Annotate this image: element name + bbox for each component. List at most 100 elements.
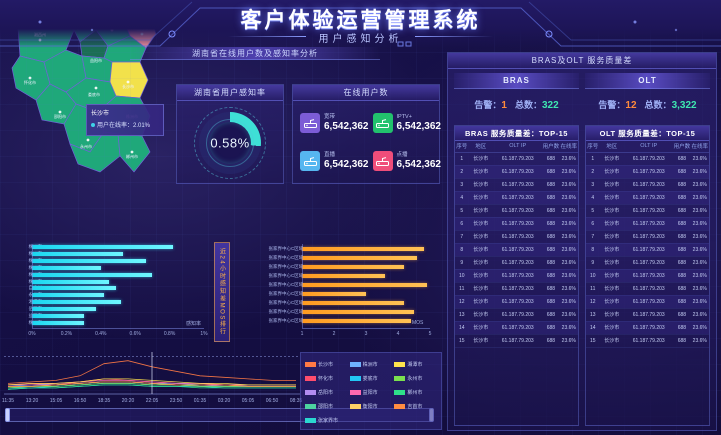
table-row[interactable]: 12 长沙市 61.187.79.203 688 23.6% [586,295,709,309]
time-axis-label: 16:50 [73,398,87,404]
perception-rate-bar-chart: 株洲市株洲市株洲市株洲市株洲市株洲市自治州永州市湘潭市岳阳市益阳市株洲市0%0.… [4,238,218,346]
legend-item[interactable]: 娄底市 [349,372,393,385]
table-cell: 688 [673,165,691,179]
table-row[interactable]: 15 长沙市 61.187.79.203 688 23.6% [455,334,578,348]
legend-item[interactable]: 张家界市 [305,414,348,427]
kpi-tab[interactable]: BRAS [454,73,579,89]
top15-table: OLT 服务质量差：TOP-15 序号 地区 OLT IP 用户数 在线率 1 长沙市 61.1… [585,125,710,426]
table-row[interactable]: 12 长沙市 61.187.79.203 688 23.6% [455,295,578,309]
legend-item[interactable]: 邵阳市 [305,400,348,413]
legend-item[interactable]: 岳阳市 [305,386,348,399]
legend-marker-icon [349,390,361,395]
table-cell: 688 [542,334,560,348]
table-row[interactable]: 14 长沙市 61.187.79.203 688 23.6% [586,321,709,335]
table-row[interactable]: 1 长沙市 61.187.79.203 688 23.6% [455,152,578,166]
table-cell: 2 [586,165,600,179]
table-row[interactable]: 10 长沙市 61.187.79.203 688 23.6% [455,269,578,283]
subtitle-rule-left [228,36,306,37]
table-cell: 61.187.79.203 [493,152,543,166]
table-cell: 61.187.79.203 [624,204,674,218]
table-row[interactable]: 3 长沙市 61.187.79.203 688 23.6% [586,178,709,192]
gauge-chart: 0.58% [177,103,283,183]
table-row[interactable]: 11 长沙市 61.187.79.203 688 23.6% [455,282,578,296]
router-icon [300,151,320,171]
table-row[interactable]: 4 长沙市 61.187.79.203 688 23.6% [455,191,578,205]
table-cell: 23.6% [690,217,709,231]
table-cell: 23.6% [690,191,709,205]
table-cell: 4 [586,191,600,205]
legend-item[interactable]: 怀化市 [305,372,348,385]
table-row[interactable]: 15 长沙市 61.187.79.203 688 23.6% [586,334,709,348]
table-cell: 688 [673,204,691,218]
y-axis [32,244,33,328]
table-row[interactable]: 13 长沙市 61.187.79.203 688 23.6% [586,308,709,322]
table-row[interactable]: 11 长沙市 61.187.79.203 688 23.6% [586,282,709,296]
table-row[interactable]: 1 长沙市 61.187.79.203 688 23.6% [586,152,709,166]
table-row[interactable]: 3 长沙市 61.187.79.203 688 23.6% [455,178,578,192]
legend-item[interactable]: 长沙市 [305,358,348,371]
legend-label: 株洲市 [362,362,378,368]
table-cell: 61.187.79.203 [493,165,543,179]
table-cell: 长沙市 [599,269,625,283]
table-cell: 23.6% [559,178,578,192]
table-row[interactable]: 6 长沙市 61.187.79.203 688 23.6% [455,217,578,231]
bar [302,301,405,306]
time-axis-label: 15:05 [49,398,63,404]
slider-handle-left[interactable] [5,408,10,422]
legend-item[interactable]: 衡阳市 [349,400,393,413]
kpi-tab[interactable]: OLT [585,73,710,89]
table-row[interactable]: 14 长沙市 61.187.79.203 688 23.6% [455,321,578,335]
table-row[interactable]: 2 长沙市 61.187.79.203 688 23.6% [586,165,709,179]
time-axis-label: 03:20 [217,398,231,404]
table-cell: 2 [455,165,469,179]
legend-item[interactable]: 郴州市 [394,386,437,399]
map-tooltip-dot-icon [91,122,95,127]
legend-marker-icon [394,404,406,409]
table-cell: 61.187.79.203 [493,178,543,192]
map-tooltip: 长沙市 用户在线率：2.01% [86,104,164,136]
x-tick-label: 0.6% [129,331,141,337]
table-row[interactable]: 7 长沙市 61.187.79.203 688 23.6% [455,230,578,244]
table-row[interactable]: 2 长沙市 61.187.79.203 688 23.6% [455,165,578,179]
legend-item[interactable]: 株洲市 [349,358,393,371]
bras-olt-title: BRAS及OLT 服务质量差 [448,53,716,69]
table-cell: 23.6% [559,217,578,231]
table-row[interactable]: 10 长沙市 61.187.79.203 688 23.6% [586,269,709,283]
bras-olt-panel: BRAS及OLT 服务质量差 BRAS 告警：1 总数：322 OLT 告警：12 总数：… [447,52,717,431]
table-row[interactable]: 9 长沙市 61.187.79.203 688 23.6% [455,256,578,270]
table-row[interactable]: 13 长沙市 61.187.79.203 688 23.6% [455,308,578,322]
tables-row: BRAS 服务质量差：TOP-15 序号 地区 OLT IP 用户数 在线率 1 长沙市 61.… [454,125,710,426]
table-cell: 688 [542,204,560,218]
table-cell: 11 [586,282,600,296]
map-label-yiyang: 益阳市 [90,57,102,63]
legend-item[interactable]: 益阳市 [349,386,393,399]
legend-label: 邵阳市 [318,404,334,410]
table-cell: 长沙市 [599,165,625,179]
table-cell: 61.187.79.203 [493,334,543,348]
table-row[interactable]: 8 长沙市 61.187.79.203 688 23.6% [586,243,709,257]
table-cell: 61.187.79.203 [493,217,543,231]
legend-marker-icon [305,418,316,423]
table-cell: 13 [455,308,469,322]
table-row[interactable]: 5 长沙市 61.187.79.203 688 23.6% [455,204,578,218]
table-row[interactable]: 8 长沙市 61.187.79.203 688 23.6% [455,243,578,257]
table-cell: 15 [586,334,600,348]
table-row[interactable]: 9 长沙市 61.187.79.203 688 23.6% [586,256,709,270]
legend-item[interactable]: 湘潭市 [394,358,437,371]
table-cell: 长沙市 [468,230,494,244]
table-row[interactable]: 5 长沙市 61.187.79.203 688 23.6% [586,204,709,218]
map-label-changsha: 长沙市 [122,83,134,89]
table-cell: 长沙市 [599,321,625,335]
bar-category-label: 张家界中心C区域7N [268,245,309,251]
legend-item[interactable]: 永州市 [394,372,437,385]
table-cell: 688 [673,152,691,166]
table-cell: 长沙市 [468,269,494,283]
table-row[interactable]: 4 长沙市 61.187.79.203 688 23.6% [586,191,709,205]
table-row[interactable]: 7 长沙市 61.187.79.203 688 23.6% [586,230,709,244]
legend-marker-icon [305,390,316,395]
table-row[interactable]: 6 长沙市 61.187.79.203 688 23.6% [586,217,709,231]
table-cell: 23.6% [559,256,578,270]
table-cell: 61.187.79.203 [493,191,543,205]
bar [302,273,386,278]
legend-item[interactable]: 吉首市 [394,400,437,413]
